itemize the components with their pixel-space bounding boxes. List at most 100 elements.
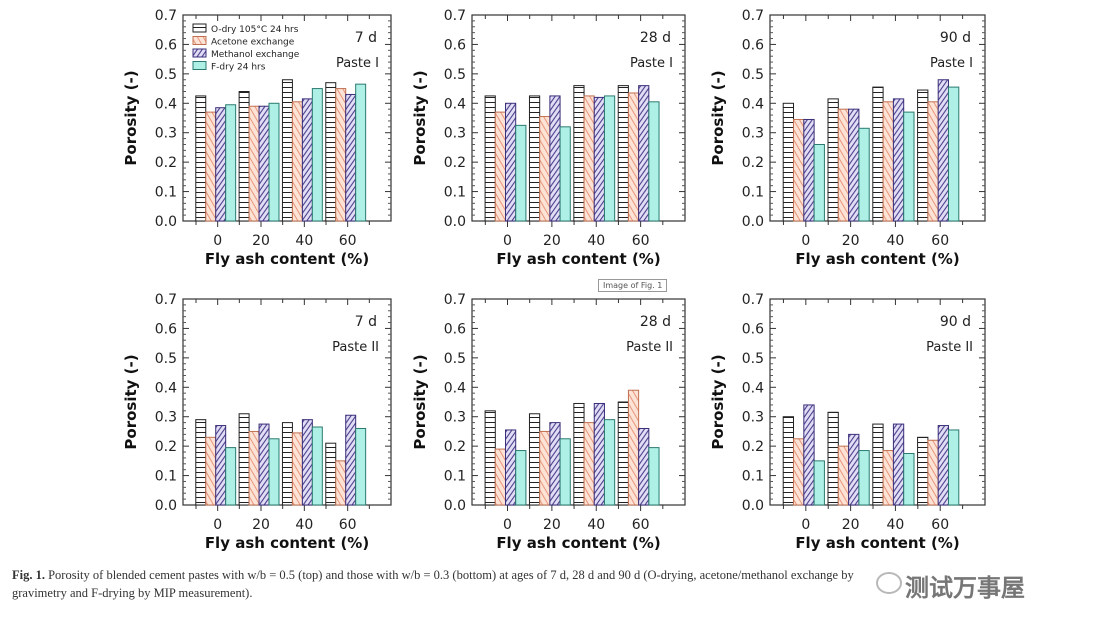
bar-o-dry <box>917 89 929 222</box>
y-tick-label: 0.0 <box>155 214 177 230</box>
panel-age-label: 90 d <box>940 314 971 330</box>
y-tick-label: 0.5 <box>444 351 466 367</box>
bar-o-dry <box>827 411 839 506</box>
y-tick-label: 0.6 <box>155 321 177 337</box>
x-tick-label: 20 <box>543 233 561 249</box>
x-tick-label: 20 <box>252 233 270 249</box>
bar-methanol <box>549 422 561 506</box>
y-tick-label: 0.5 <box>155 351 177 367</box>
bar-f-dry <box>858 450 870 506</box>
bar-acetone <box>539 430 551 506</box>
bar-methanol <box>215 107 227 222</box>
bar-acetone <box>837 445 850 506</box>
bar-methanol <box>301 419 313 506</box>
caption-label: Fig. 1. <box>12 568 45 582</box>
bar-methanol <box>848 433 860 506</box>
bar-o-dry <box>872 423 884 506</box>
bar-o-dry <box>528 95 541 222</box>
bar-acetone <box>583 422 595 506</box>
y-tick-label: 0.6 <box>444 37 466 53</box>
bar-f-dry <box>311 426 323 506</box>
panel-paste-label: Paste II <box>626 340 673 355</box>
y-tick-label: 0.0 <box>742 498 764 514</box>
bar-methanol <box>345 93 357 222</box>
y-tick-label: 0.1 <box>155 185 177 201</box>
bar-f-dry <box>559 126 571 222</box>
bar-o-dry <box>238 91 250 222</box>
x-axis-label: Fly ash content (%) <box>496 534 660 552</box>
panel-paste-label: Paste I <box>930 56 973 71</box>
y-tick-label: 0.6 <box>742 321 764 337</box>
x-tick-label: 0 <box>213 517 222 533</box>
bar-f-dry <box>225 104 237 222</box>
bar-f-dry <box>858 127 870 222</box>
bar-acetone <box>583 95 595 222</box>
bar-methanol <box>258 105 270 222</box>
legend-swatch <box>192 48 207 58</box>
bar-f-dry <box>648 101 660 222</box>
y-tick-label: 0.7 <box>444 292 466 308</box>
y-tick-label: 0.3 <box>444 126 466 142</box>
y-tick-label: 0.6 <box>155 37 177 53</box>
bar-f-dry <box>515 450 527 506</box>
panel-paste-label: Paste I <box>336 56 379 71</box>
legend: O-dry 105°C 24 hrs Acetone exchange Methan… <box>192 23 300 73</box>
y-tick-label: 0.1 <box>444 185 466 201</box>
bar-o-dry <box>281 422 293 506</box>
bar-methanol <box>803 404 815 506</box>
x-tick-label: 20 <box>252 517 270 533</box>
caption-text: Porosity of blended cement pastes with w… <box>12 568 854 600</box>
y-axis-label: Porosity (-) <box>411 70 429 165</box>
x-axis-label: Fly ash content (%) <box>205 534 369 552</box>
bar-acetone <box>335 460 347 506</box>
x-tick-label: 60 <box>632 517 650 533</box>
bar-f-dry <box>813 460 825 506</box>
panel-paste-label: Paste II <box>926 340 973 355</box>
x-tick-label: 0 <box>213 233 222 249</box>
bar-f-dry <box>355 83 367 222</box>
legend-label: O-dry 105°C 24 hrs <box>211 25 299 35</box>
y-tick-label: 0.4 <box>444 380 466 396</box>
bar-methanol <box>258 423 270 506</box>
x-tick-label: 60 <box>339 233 357 249</box>
bar-f-dry <box>603 419 616 506</box>
x-tick-label: 40 <box>295 517 313 533</box>
y-tick-label: 0.0 <box>742 214 764 230</box>
bar-o-dry <box>281 79 293 222</box>
subplot-3: 0.0 0.1 0.2 0.3 0.4 0.5 0.6 0.7 0 20 40 60 90 d Paste… <box>709 8 986 268</box>
x-tick-label: 60 <box>632 233 650 249</box>
bar-methanol <box>937 425 949 506</box>
y-tick-label: 0.4 <box>155 380 177 396</box>
x-axis-label: Fly ash content (%) <box>795 250 959 268</box>
y-tick-label: 0.7 <box>444 8 466 24</box>
y-tick-label: 0.4 <box>444 96 466 112</box>
bar-f-dry <box>603 95 616 222</box>
bar-acetone <box>882 450 894 506</box>
subplot-5: 0.0 0.1 0.2 0.3 0.4 0.5 0.6 0.7 0 20 40 60 28 d Paste… <box>411 292 686 552</box>
bar-o-dry <box>484 95 496 222</box>
bar-f-dry <box>648 447 660 506</box>
legend-label: F-dry 24 hrs <box>211 63 266 73</box>
y-tick-label: 0.3 <box>155 410 177 426</box>
bar-f-dry <box>903 111 915 222</box>
y-tick-label: 0.4 <box>742 96 764 112</box>
x-tick-label: 0 <box>503 233 512 249</box>
bar-o-dry <box>238 413 250 506</box>
y-tick-label: 0.6 <box>444 321 466 337</box>
y-tick-label: 0.2 <box>742 155 764 171</box>
subplot-6: 0.0 0.1 0.2 0.3 0.4 0.5 0.6 0.7 0 20 40 60 90 d Paste… <box>709 292 986 552</box>
y-tick-label: 0.4 <box>742 380 764 396</box>
bar-acetone <box>335 88 347 222</box>
bar-o-dry <box>484 410 496 506</box>
bar-acetone <box>291 432 303 506</box>
bar-o-dry <box>782 416 795 506</box>
y-tick-label: 0.7 <box>742 8 764 24</box>
panel-paste-label: Paste I <box>630 56 673 71</box>
bar-f-dry <box>355 427 367 506</box>
bar-methanol <box>301 98 313 222</box>
bar-o-dry <box>195 419 207 506</box>
y-tick-label: 0.1 <box>742 185 764 201</box>
y-tick-label: 0.7 <box>155 292 177 308</box>
x-tick-label: 0 <box>801 233 810 249</box>
